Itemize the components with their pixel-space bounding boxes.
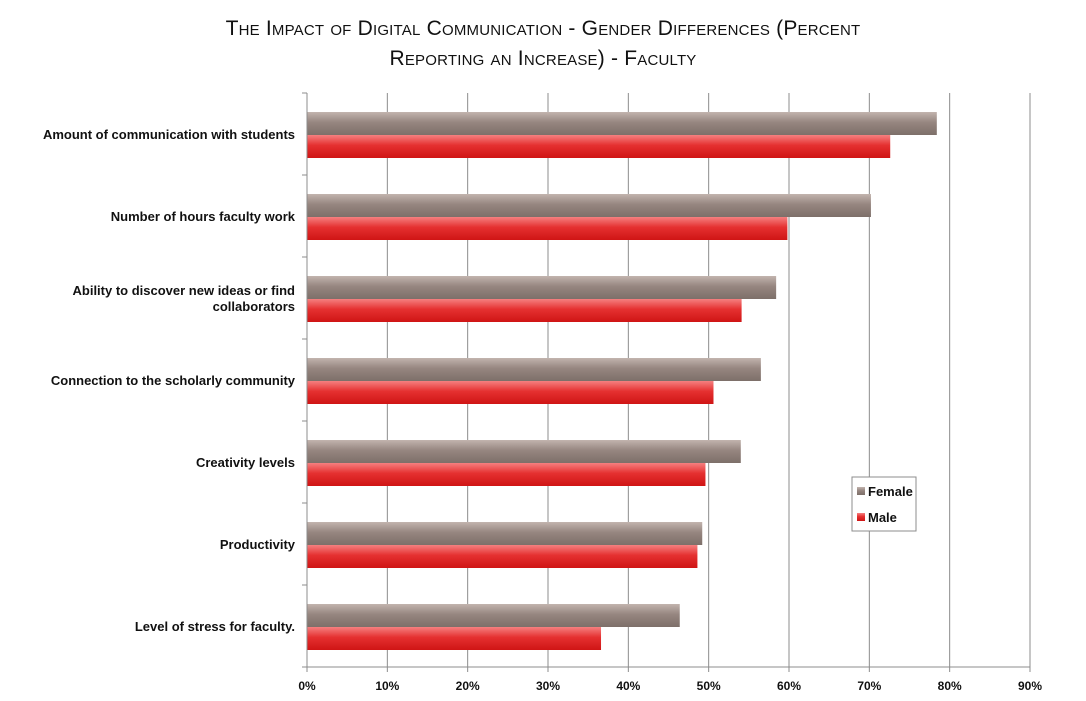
bar-male	[307, 135, 891, 158]
bar-male	[307, 463, 706, 486]
bar-male	[307, 545, 698, 568]
x-tick-label: 90%	[1018, 679, 1042, 693]
bars	[307, 112, 937, 650]
legend: Female Male	[851, 476, 917, 532]
category-label: Level of stress for faculty.	[135, 619, 295, 634]
bar-female	[307, 276, 777, 299]
x-tick-label: 30%	[536, 679, 560, 693]
category-label: Productivity	[220, 537, 296, 552]
x-tick-label: 40%	[616, 679, 640, 693]
category-label: collaborators	[213, 299, 295, 314]
category-label: Creativity levels	[196, 455, 295, 470]
x-tick-label: 50%	[697, 679, 721, 693]
x-tick-label: 80%	[938, 679, 962, 693]
bar-female	[307, 194, 871, 217]
bar-male	[307, 381, 714, 404]
category-labels: Amount of communication with students Num…	[43, 127, 296, 634]
bar-female	[307, 112, 937, 135]
category-label: Connection to the scholarly community	[51, 373, 296, 388]
bar-female	[307, 604, 680, 627]
x-tick-label: 70%	[857, 679, 881, 693]
x-tick-label: 60%	[777, 679, 801, 693]
bar-male	[307, 627, 602, 650]
bar-male	[307, 299, 742, 322]
legend-box	[851, 476, 917, 532]
x-tick-label: 10%	[375, 679, 399, 693]
x-tick-label: 0%	[298, 679, 316, 693]
legend-swatch-female	[857, 487, 865, 495]
bar-female	[307, 522, 703, 545]
bar-male	[307, 217, 788, 240]
legend-swatch-male	[857, 513, 865, 521]
chart-title-line-1: The Impact of Digital Communication - Ge…	[225, 17, 861, 40]
x-tick-labels: 0% 10% 20% 30% 40% 50% 60% 70% 80% 90%	[298, 679, 1042, 693]
bar-female	[307, 358, 761, 381]
gridlines	[386, 93, 1031, 667]
legend-label-male: Male	[868, 510, 897, 525]
chart-title: The Impact of Digital Communication - Ge…	[0, 14, 1086, 74]
category-label: Number of hours faculty work	[111, 209, 296, 224]
category-label: Ability to discover new ideas or find	[73, 283, 296, 298]
x-tick-label: 20%	[456, 679, 480, 693]
bar-female	[307, 440, 741, 463]
chart-title-line-2: Reporting an Increase) - Faculty	[389, 47, 697, 70]
category-label: Amount of communication with students	[43, 127, 295, 142]
legend-label-female: Female	[868, 484, 913, 499]
axes	[302, 92, 1031, 672]
